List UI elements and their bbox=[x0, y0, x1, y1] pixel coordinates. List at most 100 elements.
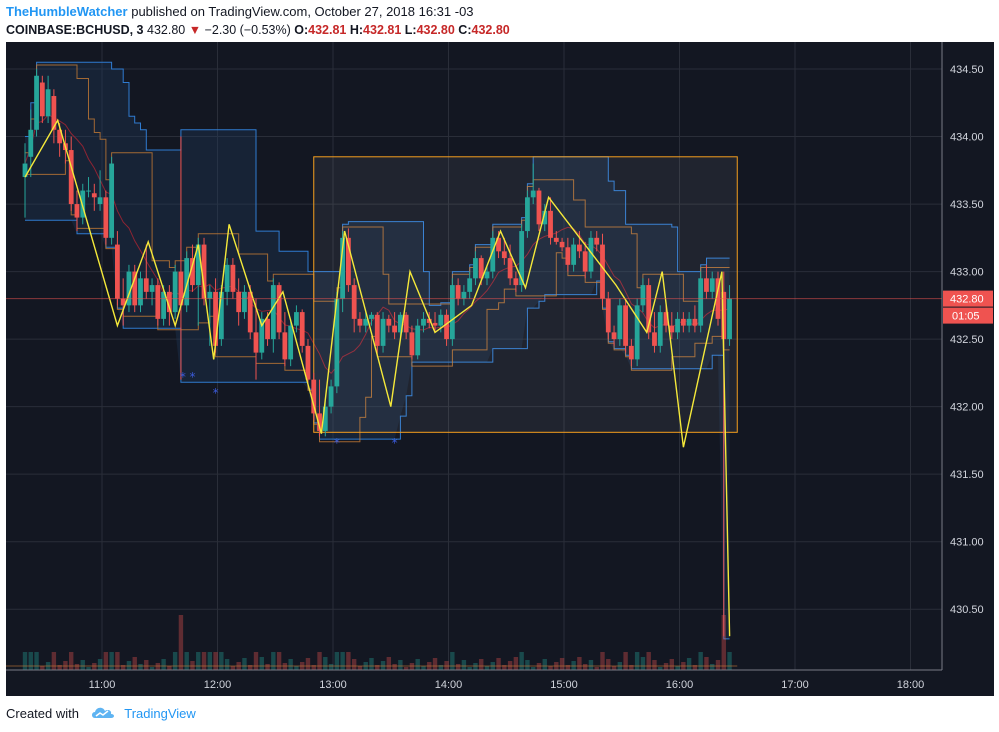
volume-bar bbox=[565, 665, 571, 670]
volume-bar bbox=[51, 652, 57, 670]
price-tick-label: 433.00 bbox=[950, 267, 984, 279]
candle-body bbox=[397, 314, 403, 333]
volume-bar bbox=[253, 652, 259, 670]
symbol-name: COINBASE:BCHUSD, 3 bbox=[6, 23, 144, 37]
candle-body bbox=[74, 204, 80, 218]
candle-body bbox=[415, 325, 421, 356]
candle-body bbox=[536, 190, 542, 225]
candle-body bbox=[380, 318, 386, 346]
publish-header: TheHumbleWatcher published on TradingVie… bbox=[6, 3, 474, 20]
volume-bar bbox=[346, 652, 351, 670]
volume-bar bbox=[502, 665, 507, 670]
candle-body bbox=[455, 285, 461, 299]
candle-body bbox=[357, 318, 363, 326]
volume-bar bbox=[242, 658, 247, 670]
time-tick-label: 12:00 bbox=[204, 679, 232, 691]
candle-body bbox=[97, 197, 103, 205]
time-tick-label: 17:00 bbox=[781, 679, 809, 691]
last-price-label: 432.80 bbox=[950, 294, 984, 306]
zigzag-overlay bbox=[24, 118, 731, 637]
candle-body bbox=[675, 318, 680, 333]
volume-bar bbox=[715, 660, 721, 670]
candle-body bbox=[519, 231, 525, 286]
candle-body bbox=[565, 247, 571, 265]
candle-body bbox=[438, 314, 444, 326]
candle-body bbox=[721, 291, 727, 340]
candle-body bbox=[484, 271, 490, 279]
volume-bar bbox=[149, 667, 155, 670]
candle-body bbox=[588, 237, 594, 272]
volume-bar bbox=[311, 665, 316, 670]
volume-bar bbox=[432, 658, 438, 670]
volume-bar bbox=[484, 666, 490, 670]
volume-bar bbox=[548, 666, 553, 670]
volume-bar bbox=[28, 652, 33, 670]
candle-body bbox=[184, 258, 190, 306]
volume-bar bbox=[455, 664, 461, 670]
candle-body bbox=[507, 258, 513, 279]
volume-bar bbox=[577, 657, 582, 670]
volume-bar bbox=[438, 665, 443, 670]
volume-bar bbox=[334, 652, 340, 670]
volume-bar bbox=[623, 652, 628, 670]
candle-body bbox=[409, 332, 415, 356]
open-label: O: bbox=[294, 23, 309, 37]
low-value: 432.80 bbox=[416, 23, 455, 37]
volume-bar bbox=[224, 659, 230, 670]
volume-bar bbox=[57, 665, 62, 670]
price-change: −2.30 (−0.53%) bbox=[204, 23, 291, 37]
volume-bar bbox=[513, 657, 519, 670]
volume-bar bbox=[710, 664, 715, 670]
volume-bar bbox=[305, 658, 311, 670]
volume-bars bbox=[6, 615, 738, 670]
price-chart[interactable]: * *** * 434.50434.00433.50433.00432.50432.… bbox=[6, 42, 994, 696]
volume-bar bbox=[398, 660, 403, 670]
candle-body bbox=[727, 298, 732, 340]
volume-bar bbox=[288, 659, 293, 670]
candle-body bbox=[34, 75, 39, 130]
candle-body bbox=[282, 332, 288, 360]
chart-panel[interactable]: * * * * * 434.50 434.00 433.50 433.00 432.50 432.… bbox=[6, 42, 994, 696]
candle-body bbox=[542, 210, 548, 225]
close-label: C: bbox=[458, 23, 472, 37]
candle-body bbox=[149, 285, 155, 292]
down-arrow-icon: ▼ bbox=[188, 23, 202, 37]
volume-bar bbox=[115, 652, 120, 670]
candle-body bbox=[224, 264, 230, 292]
candle-body bbox=[259, 318, 265, 353]
price-tick-label: 434.00 bbox=[950, 132, 984, 144]
candle-body bbox=[230, 264, 236, 292]
volume-bar bbox=[294, 666, 299, 670]
candle-body bbox=[530, 190, 536, 198]
candles bbox=[22, 69, 732, 637]
candle-body bbox=[704, 278, 709, 292]
candle-body bbox=[496, 237, 501, 252]
volume-bar bbox=[611, 666, 617, 670]
volume-bar bbox=[496, 658, 501, 670]
candle-body bbox=[91, 193, 97, 198]
candle-body bbox=[334, 298, 340, 387]
volume-bar bbox=[219, 652, 224, 670]
volume-bar bbox=[415, 659, 420, 670]
candle-body bbox=[39, 82, 45, 117]
volume-bar bbox=[120, 665, 126, 670]
volume-bar bbox=[132, 657, 137, 670]
volume-bar bbox=[161, 659, 166, 670]
volume-bar bbox=[646, 652, 651, 670]
volume-bar bbox=[519, 652, 524, 670]
time-tick-label: 16:00 bbox=[666, 679, 694, 691]
volume-bar bbox=[652, 660, 657, 670]
volume-bar bbox=[386, 657, 392, 670]
tradingview-link[interactable]: TradingView bbox=[124, 706, 196, 721]
candle-body bbox=[242, 291, 247, 313]
volume-bar bbox=[178, 615, 184, 670]
volume-bar bbox=[69, 652, 74, 670]
volume-bar bbox=[582, 664, 588, 670]
candle-body bbox=[213, 291, 218, 346]
candle-body bbox=[640, 285, 646, 306]
volume-bar bbox=[271, 652, 276, 670]
candle-body bbox=[126, 271, 132, 306]
candle-body bbox=[501, 251, 507, 259]
author-link[interactable]: TheHumbleWatcher bbox=[6, 4, 128, 19]
volume-bar bbox=[542, 659, 547, 670]
